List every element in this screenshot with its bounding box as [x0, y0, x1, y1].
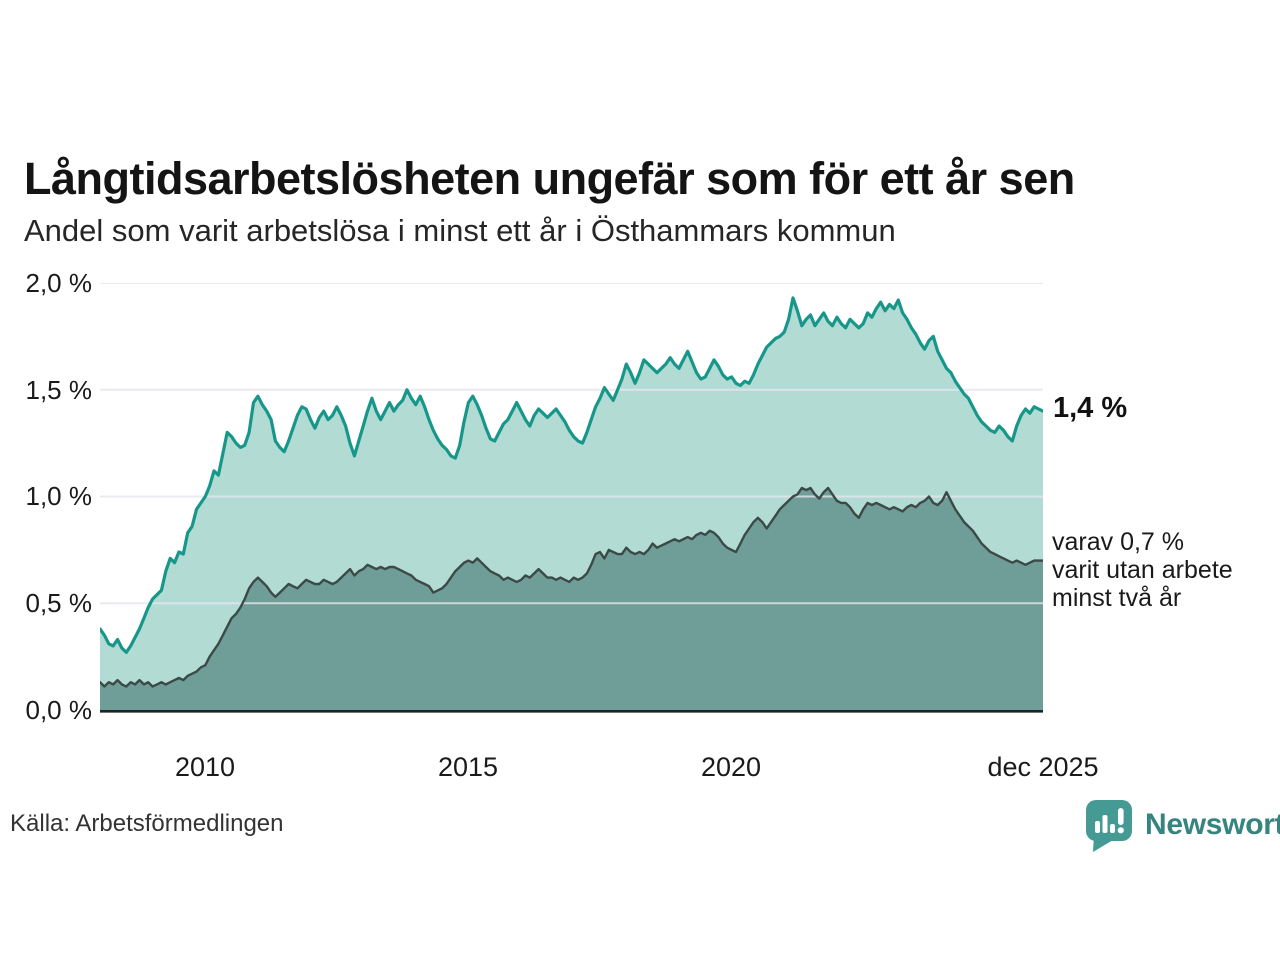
newsworthy-logo[interactable]: Newsworthy	[1085, 798, 1280, 852]
source-credit: Källa: Arbetsförmedlingen	[10, 810, 284, 837]
series-secondary-annotation: varav 0,7 % varit utan arbete minst två …	[1052, 528, 1233, 612]
y-axis-label: 0,5 %	[25, 588, 93, 618]
area-fill-unemployed-two-years	[100, 488, 1043, 710]
y-axis-label: 0,0 %	[25, 695, 93, 725]
y-axis-label: 2,0 %	[25, 268, 93, 298]
x-axis-label: 2010	[174, 752, 236, 782]
y-axis-label: 1,5 %	[25, 375, 93, 405]
x-axis-label: 2015	[437, 752, 499, 782]
y-axis-label: 1,0 %	[25, 481, 93, 511]
series-end-value-label: 1,4 %	[1053, 392, 1128, 424]
page-title: Långtidsarbetslösheten ungefär som för e…	[24, 153, 1075, 205]
newsworthy-speech-bubble-icon	[1086, 799, 1132, 852]
chart-subtitle: Andel som varit arbetslösa i minst ett å…	[24, 213, 896, 248]
x-axis-label: 2020	[700, 752, 762, 782]
line-unemployed-two-years	[100, 486, 1043, 688]
line-unemployed-one-year	[100, 296, 1043, 654]
newsworthy-wordmark: Newsworthy	[1145, 808, 1280, 841]
area-chart-plot	[100, 283, 1043, 713]
x-axis-label: dec 2025	[987, 752, 1099, 782]
